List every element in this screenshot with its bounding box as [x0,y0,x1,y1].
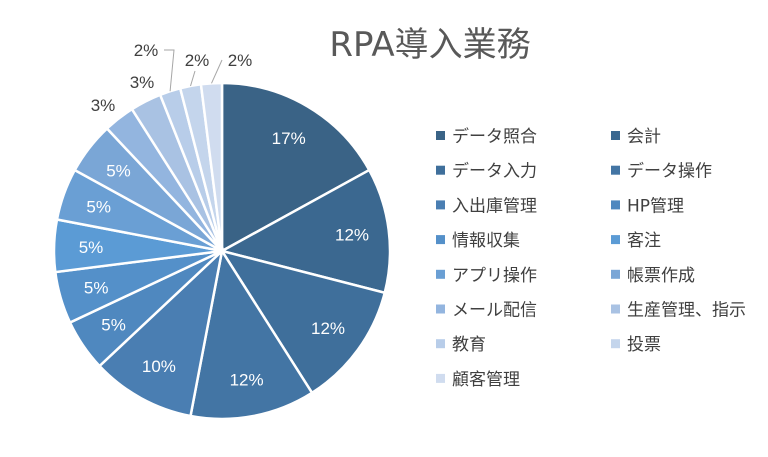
legend-label: データ照合 [452,126,537,147]
pie-slice [189,247,314,421]
data-label: 12% [230,371,264,390]
leader-line [164,49,175,92]
legend-swatch [436,339,445,349]
legend-swatch [436,165,445,175]
data-label: 5% [101,316,126,335]
data-labels: 17% 12% 12% 12% 10% 5% 5% 5% 5% 5% 3% 3% 2% 2% 2% [79,41,369,390]
legend-label: 帳票作成 [627,266,695,286]
legend-swatch [611,269,620,279]
legend-swatch [611,304,620,314]
data-label: 12% [311,319,345,338]
legend-label: 投票 [627,335,661,355]
legend-label: 入出庫管理 [452,196,537,216]
legend-swatch [611,165,620,175]
pie-slice [97,247,224,418]
data-label: 5% [106,162,131,181]
pie-slice [218,168,392,295]
data-label: 12% [335,226,369,245]
data-label: 2% [185,51,210,70]
legend-label: 会計 [627,127,661,147]
legend-swatch [436,373,445,383]
legend-swatch [436,269,445,279]
legend-label: 顧客管理 [452,370,520,390]
pie-slice [219,249,387,395]
legend-swatch [436,200,445,210]
data-label: 5% [84,279,109,298]
legend-swatch [611,235,620,245]
legend-label: 客注 [627,231,661,251]
legend-swatch [436,304,445,314]
legend-label: データ操作 [627,161,712,182]
data-label: 17% [272,129,306,148]
data-label: 2% [228,51,253,70]
legend-label: 教育 [452,335,486,355]
legend-swatch [436,235,445,245]
data-label: 3% [91,96,116,115]
data-label: 5% [86,198,111,217]
legend-label: アプリ操作 [452,266,537,286]
chart-title: RPA導入業務 [329,25,530,65]
legend-swatch [611,200,620,210]
legend-label: HP管理 [627,196,684,216]
legend-label: データ入力 [452,161,537,182]
pie-slice [220,81,371,254]
legend-label: 生産管理、指示 [627,301,746,321]
data-label: 2% [134,41,159,60]
leader-line [211,59,223,84]
data-label: 10% [142,357,176,376]
leader-line [190,70,196,87]
legend-label: 情報収集 [452,231,520,251]
legend-swatch [436,131,445,140]
legend-swatch [611,131,620,140]
data-label: 3% [130,73,155,92]
legend-label: メール配信 [452,301,537,321]
data-label: 5% [79,238,104,257]
pie-slices [52,81,392,421]
legend-swatch [611,339,620,349]
pie-slice [199,81,224,252]
